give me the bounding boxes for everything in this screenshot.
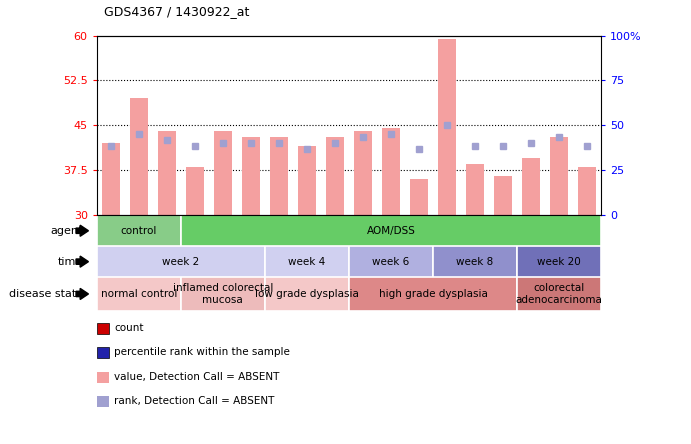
Bar — [517, 277, 601, 311]
Bar — [494, 176, 512, 215]
Bar — [186, 167, 204, 215]
Bar — [242, 137, 260, 215]
Bar — [550, 137, 568, 215]
Bar — [578, 167, 596, 215]
Text: colorectal
adenocarcinoma: colorectal adenocarcinoma — [515, 283, 603, 305]
Bar — [181, 215, 601, 246]
Bar — [269, 137, 288, 215]
Bar — [349, 277, 517, 311]
Bar — [349, 246, 433, 277]
Text: high grade dysplasia: high grade dysplasia — [379, 289, 487, 299]
Bar — [181, 277, 265, 311]
Text: count: count — [114, 323, 144, 333]
Bar — [214, 131, 232, 215]
Bar — [382, 128, 400, 215]
Text: normal control: normal control — [101, 289, 177, 299]
Bar — [97, 277, 181, 311]
Text: inflamed colorectal
mucosa: inflamed colorectal mucosa — [173, 283, 273, 305]
Bar — [354, 131, 372, 215]
Text: control: control — [121, 226, 157, 236]
Text: GDS4367 / 1430922_at: GDS4367 / 1430922_at — [104, 5, 249, 18]
Bar — [326, 137, 344, 215]
Bar — [97, 215, 181, 246]
Text: percentile rank within the sample: percentile rank within the sample — [114, 347, 290, 357]
Text: rank, Detection Call = ABSENT: rank, Detection Call = ABSENT — [114, 396, 274, 406]
Bar — [517, 246, 601, 277]
Text: agent: agent — [50, 226, 83, 236]
Bar — [298, 147, 316, 215]
Bar — [158, 131, 176, 215]
Text: disease state: disease state — [9, 289, 83, 299]
Bar — [102, 143, 120, 215]
Bar — [265, 246, 349, 277]
Bar — [433, 246, 517, 277]
Bar — [466, 164, 484, 215]
Bar — [438, 39, 456, 215]
Text: week 20: week 20 — [538, 257, 581, 267]
Text: low grade dysplasia: low grade dysplasia — [255, 289, 359, 299]
Text: time: time — [57, 257, 83, 267]
Bar — [522, 159, 540, 215]
Text: week 6: week 6 — [372, 257, 410, 267]
Text: value, Detection Call = ABSENT: value, Detection Call = ABSENT — [114, 372, 279, 381]
Text: week 8: week 8 — [457, 257, 493, 267]
Bar — [130, 99, 148, 215]
Text: week 2: week 2 — [162, 257, 200, 267]
Bar — [97, 246, 265, 277]
Bar — [265, 277, 349, 311]
Bar — [410, 179, 428, 215]
Text: AOM/DSS: AOM/DSS — [366, 226, 415, 236]
Text: week 4: week 4 — [288, 257, 325, 267]
